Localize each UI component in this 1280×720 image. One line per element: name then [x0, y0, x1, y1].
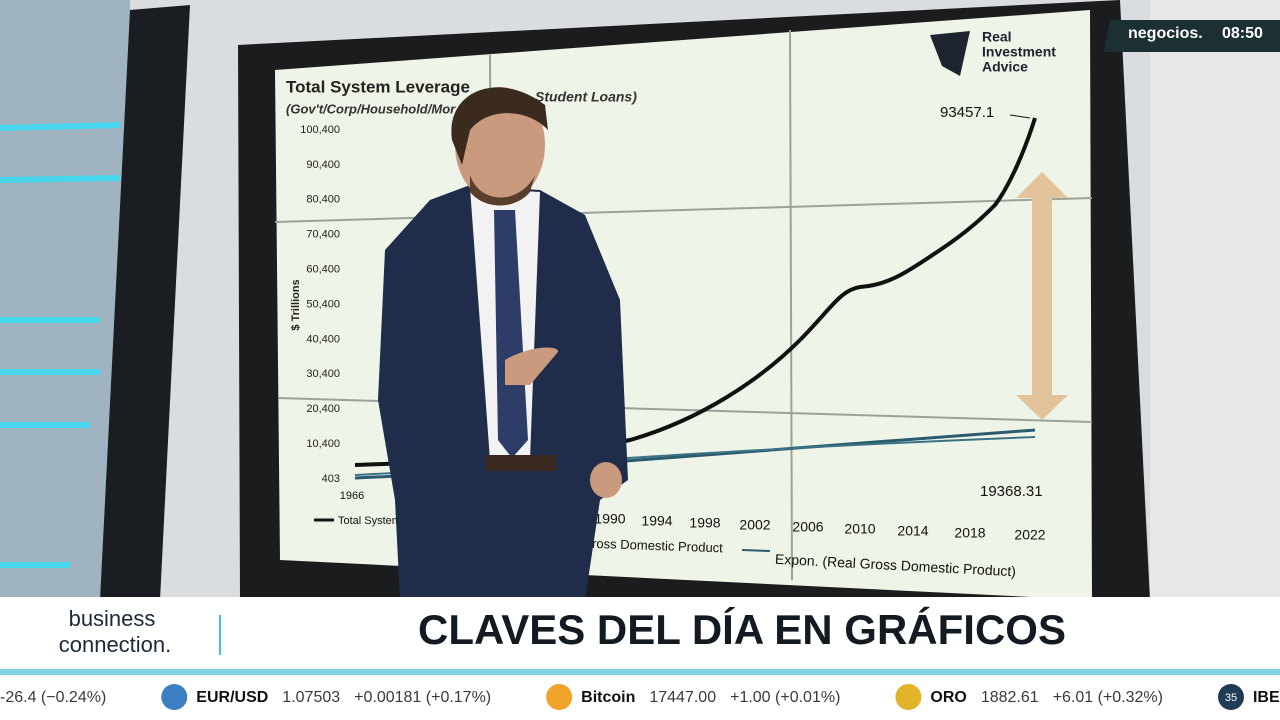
y-tick-label: 70,400: [306, 229, 340, 241]
x-tick-label: 2022: [1014, 527, 1045, 543]
y-tick-label: 40,400: [306, 333, 340, 345]
clock: 08:50: [1222, 25, 1263, 42]
y-axis-label: $ Trillions: [290, 279, 302, 330]
y-tick-label: 80,400: [306, 194, 340, 206]
logo-mark: [930, 31, 970, 76]
logo-line: Investment: [982, 44, 1056, 60]
chart-subtitle: (Gov't/Corp/Household/Mor: [286, 101, 456, 116]
x-tick-label: 1990: [594, 511, 625, 527]
ticker-icon: [1217, 684, 1244, 710]
ticker-name: IBEX: [1253, 689, 1280, 706]
presenter: [378, 87, 628, 600]
chart-title: Total System Leverage: [286, 77, 470, 96]
show-name: business: [69, 606, 156, 631]
ticker-icon: [161, 684, 188, 710]
show-name: connection.: [59, 632, 172, 657]
x-tick-label: 1994: [641, 513, 672, 529]
ticker-name: EUR/USD: [196, 689, 268, 706]
ticker-price: 17447.00: [649, 689, 716, 706]
x-tick-label: 2018: [954, 525, 985, 541]
x-tick-label: 1966: [340, 490, 364, 502]
x-tick-label: 1998: [689, 515, 720, 531]
ticker: [0, 675, 1280, 720]
x-tick-label: 2010: [844, 521, 875, 537]
ticker-price: 1.07503: [282, 689, 340, 706]
studio-lights: [0, 122, 121, 568]
logo-line: Advice: [982, 59, 1028, 75]
y-tick-label: 403: [322, 473, 340, 485]
y-tick-label: 90,400: [306, 159, 340, 171]
ticker-name: ORO: [930, 689, 966, 706]
logo-line: Real: [982, 29, 1012, 45]
annotation-leader: [1009, 114, 1031, 119]
annotation: 19368.31: [980, 483, 1043, 500]
channel-bug: [1104, 20, 1280, 52]
pillar: [100, 5, 190, 600]
lower-third: [0, 597, 1280, 669]
ticker-rule: [0, 669, 1280, 675]
ticker-name: Bitcoin: [581, 689, 635, 706]
ticker-icon: [895, 684, 922, 710]
ticker-price: 1882.61: [981, 689, 1039, 706]
ticker-change: +1.00 (+0.01%): [730, 689, 840, 706]
y-tick-label: 100,400: [300, 124, 340, 136]
ticker-items: -26.4 (−0.24%) EUR/USD 1.07503 +0.00181 (+0…: [0, 684, 1280, 710]
headline: CLAVES DEL DÍA EN GRÁFICOS: [418, 606, 1066, 653]
chart-subtitle: Student Loans): [535, 89, 637, 105]
y-tick-label: 50,400: [306, 298, 340, 310]
channel-name: negocios.: [1128, 25, 1203, 42]
legend-entry: Total System: [338, 515, 401, 527]
ticker-change: -26.4 (−0.24%): [0, 689, 106, 706]
y-tick-label: 60,400: [306, 264, 340, 276]
legend-swatch: [741, 549, 771, 552]
y-tick-label: 20,400: [306, 403, 340, 415]
ticker-change: +6.01 (+0.32%): [1053, 689, 1163, 706]
gap-arrow: [1016, 172, 1068, 420]
ticker-change: +0.00181 (+0.17%): [354, 689, 491, 706]
x-tick-label: 2002: [739, 517, 770, 533]
x-tick-label: 2006: [792, 519, 823, 535]
annotation: 93457.1: [940, 104, 994, 121]
legend-entry: Gross Domestic Product: [582, 535, 724, 555]
wall-right: [1150, 0, 1280, 600]
ticker-icon: [546, 684, 573, 710]
y-tick-label: 10,400: [306, 438, 340, 450]
x-tick-label: 2014: [897, 523, 928, 539]
ticker-icon-label: 35: [1225, 692, 1237, 704]
chart-overlay: Total System Leverage (Gov't/Corp/Househ…: [286, 77, 1046, 579]
y-tick-label: 30,400: [306, 368, 340, 380]
